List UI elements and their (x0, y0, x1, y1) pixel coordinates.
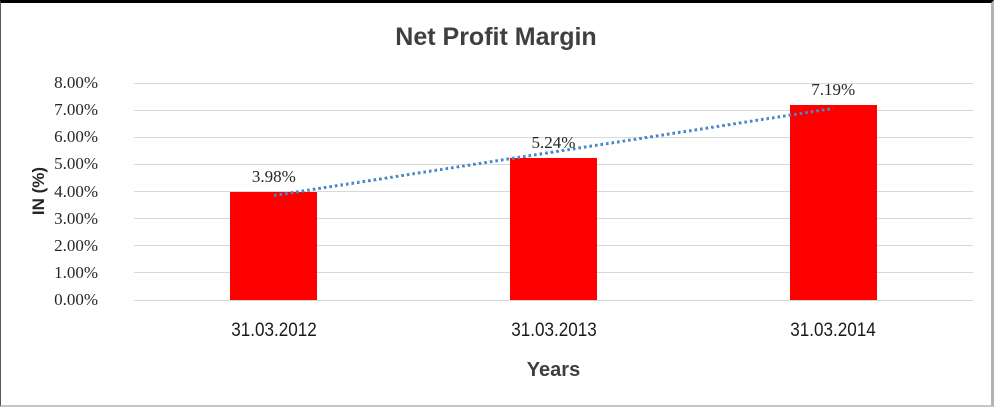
y-tick-label: 1.00% (54, 262, 98, 282)
x-tick-label: 31.03.2013 (510, 320, 597, 341)
y-tick-label: 3.00% (54, 208, 98, 228)
y-tick-label: 0.00% (54, 290, 98, 309)
bar-31.03.2013 (510, 157, 597, 300)
x-axis-title: Years (526, 359, 581, 381)
y-tick-label: 8.00% (54, 73, 98, 92)
x-tick-label: 31.03.2014 (790, 320, 876, 341)
x-tick-label: 31.03.2012 (231, 320, 317, 341)
y-tick-label: 5.00% (54, 154, 98, 174)
chart-title: Net Profit Margin (395, 23, 597, 51)
y-axis-title: IN (%) (29, 166, 48, 216)
y-tick-label: 2.00% (54, 235, 98, 255)
y-tick-label: 4.00% (54, 181, 98, 201)
plot-area: 0.00% 1.00% 2.00% 3.00% 4.00% 5.00% 6.00% 7.00%… (54, 73, 973, 341)
bar-31.03.2014 (789, 104, 877, 300)
gridline (134, 82, 973, 84)
y-tick-label: 7.00% (54, 100, 98, 120)
gridline (134, 109, 973, 111)
bar-31.03.2012 (230, 192, 318, 300)
gridline (134, 299, 973, 301)
bar-data-label: 7.19% (811, 79, 856, 99)
bar-data-label: 3.98% (251, 167, 296, 187)
bar-data-label: 5.24% (531, 132, 576, 152)
gridline (134, 136, 973, 138)
y-tick-label: 6.00% (54, 127, 98, 147)
